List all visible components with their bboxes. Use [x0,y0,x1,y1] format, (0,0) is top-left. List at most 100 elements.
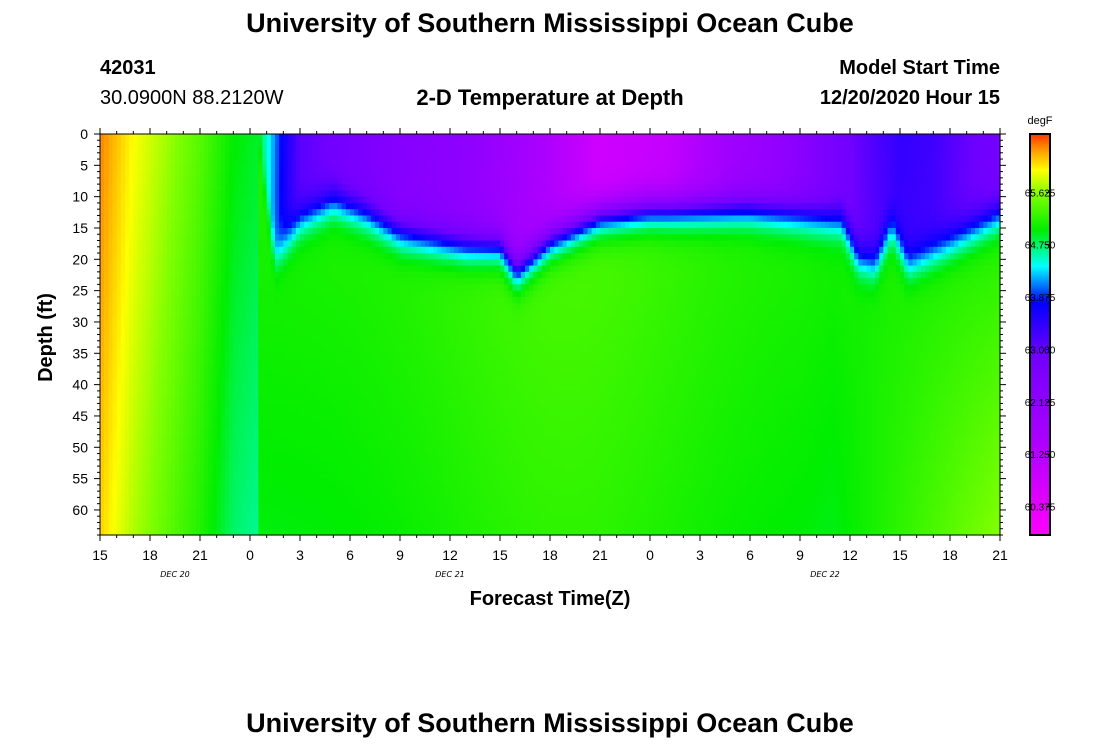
heatmap-cell [266,522,272,530]
heatmap-cell [416,472,422,480]
heatmap-cell [416,434,422,442]
heatmap-cell [341,497,347,505]
heatmap-cell [162,265,168,273]
heatmap-cell [150,171,155,179]
heatmap-cell [275,265,280,273]
heatmap-cell [204,434,209,442]
heatmap-cell [325,447,330,455]
heatmap-cell [291,372,297,379]
heatmap-cell [125,472,130,480]
heatmap-cell [187,434,193,442]
heatmap-cell [358,441,364,448]
heatmap-cell [320,328,326,336]
heatmap-cell [333,315,339,323]
heatmap-cell [154,134,159,141]
heatmap-cell [420,509,426,517]
heatmap-cell [404,290,409,298]
heatmap-cell [279,140,284,148]
heatmap-cell [366,184,372,191]
heatmap-cell [333,296,339,304]
heatmap-cell [141,221,147,229]
heatmap-cell [312,472,318,480]
heatmap-cell [266,509,272,517]
heatmap-cell [404,196,409,204]
heatmap-cell [379,296,384,304]
heatmap-cell [262,240,268,248]
heatmap-cell [350,472,355,480]
heatmap-cell [420,227,426,235]
heatmap-cell [304,202,309,210]
heatmap-cell [287,359,293,367]
heatmap-cell [275,171,280,179]
heatmap-cell [341,259,347,267]
heatmap-cell [162,290,168,298]
heatmap-cell [195,422,201,430]
heatmap-cell [362,159,368,166]
heatmap-cell [312,491,318,499]
heatmap-cell [212,240,218,248]
heatmap-cell [179,334,184,342]
heatmap-cell [304,409,309,417]
heatmap-cell [129,459,134,467]
heatmap-cell [416,159,422,166]
heatmap-cell [220,234,226,242]
heatmap-cell [270,171,276,179]
heatmap-cell [208,516,214,524]
heatmap-cell [391,522,397,530]
heatmap-cell [145,384,151,392]
heatmap-cell [187,284,193,292]
heatmap-cell [166,134,172,141]
heatmap-cell [316,221,322,229]
heatmap-cell [133,140,139,148]
heatmap-cell [229,271,234,279]
heatmap-cell [383,209,389,217]
heatmap-cell [416,246,422,254]
heatmap-cell [225,259,230,267]
heatmap-cell [175,372,180,379]
heatmap-cell [112,165,118,173]
heatmap-cell [312,459,318,467]
heatmap-cell [112,202,118,210]
heatmap-cell [258,334,264,342]
heatmap-cell [175,422,180,430]
heatmap-cell [266,390,272,398]
heatmap-cell [262,309,268,317]
heatmap-cell [187,428,193,436]
heatmap-cell [358,434,364,442]
heatmap-cell [316,171,322,179]
heatmap-cell [162,171,168,179]
heatmap-cell [104,397,109,405]
heatmap-cell [129,271,134,279]
heatmap-cell [279,315,284,323]
heatmap-cell [395,190,401,198]
heatmap-cell [258,503,264,511]
heatmap-cell [316,403,322,411]
heatmap-cell [137,278,143,285]
heatmap-cell [354,240,359,248]
heatmap-cell [400,134,405,141]
heatmap-cell [329,165,334,173]
heatmap-cell [275,409,280,417]
heatmap-cell [287,177,293,185]
heatmap-cell [320,271,326,279]
heatmap-cell [375,227,380,235]
heatmap-cell [200,328,205,336]
heatmap-cell [179,491,184,499]
heatmap-cell [283,328,289,336]
heatmap-cell [137,215,143,223]
heatmap-cell [420,152,426,160]
heatmap-cell [287,140,293,148]
heatmap-cell [212,422,218,430]
heatmap-cell [108,497,114,505]
heatmap-cell [333,466,339,473]
heatmap-cell [104,184,109,191]
heatmap-cell [412,296,418,304]
heatmap-cell [245,403,251,411]
heatmap-cell [391,384,397,392]
heatmap-cell [341,491,347,499]
heatmap-cell [145,140,151,148]
heatmap-cell [283,303,289,311]
heatmap-cell [304,459,309,467]
heatmap-cell [225,347,230,354]
heatmap-cell [225,209,230,217]
